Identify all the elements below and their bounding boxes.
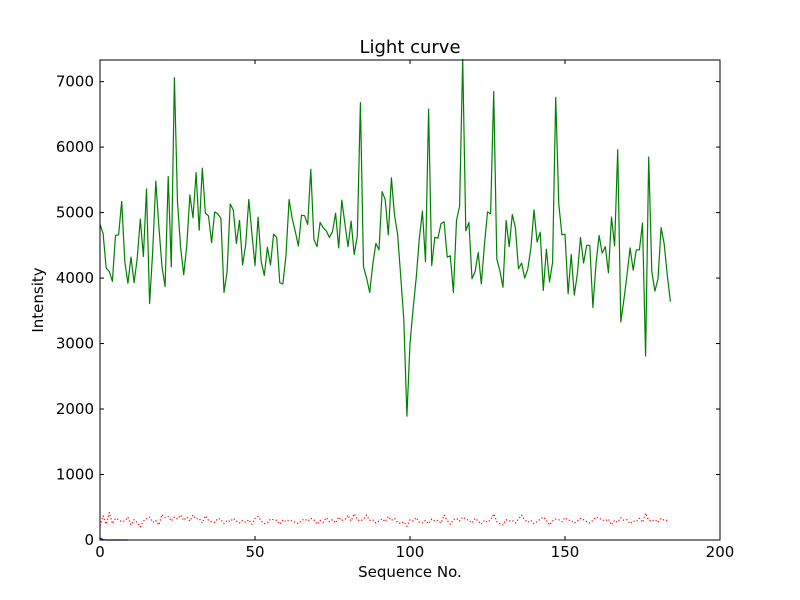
x-tick-label: 50 bbox=[245, 543, 264, 561]
x-tick-label: 0 bbox=[95, 543, 105, 561]
series-1-line bbox=[99, 511, 668, 528]
x-tick-label: 100 bbox=[396, 543, 425, 561]
y-tick-label: 7000 bbox=[56, 73, 94, 91]
x-axis-label: Sequence No. bbox=[358, 563, 462, 581]
chart-title: Light curve bbox=[359, 37, 460, 58]
x-tick-label: 150 bbox=[551, 543, 580, 561]
y-tick-label: 6000 bbox=[56, 138, 94, 156]
plot-area bbox=[100, 60, 720, 540]
y-tick-label: 3000 bbox=[56, 335, 94, 353]
y-tick-label: 0 bbox=[84, 531, 94, 549]
y-tick-label: 1000 bbox=[56, 466, 94, 484]
y-tick-label: 4000 bbox=[56, 269, 94, 287]
y-tick-label: 2000 bbox=[56, 400, 94, 418]
series-0-line bbox=[99, 58, 671, 417]
y-tick-label: 5000 bbox=[56, 204, 94, 222]
ticks-layer: 0 50 100 150 2000100020003000400050006000700… bbox=[56, 60, 735, 561]
y-axis-label: Intensity bbox=[29, 267, 47, 332]
x-tick-label: 200 bbox=[706, 543, 735, 561]
